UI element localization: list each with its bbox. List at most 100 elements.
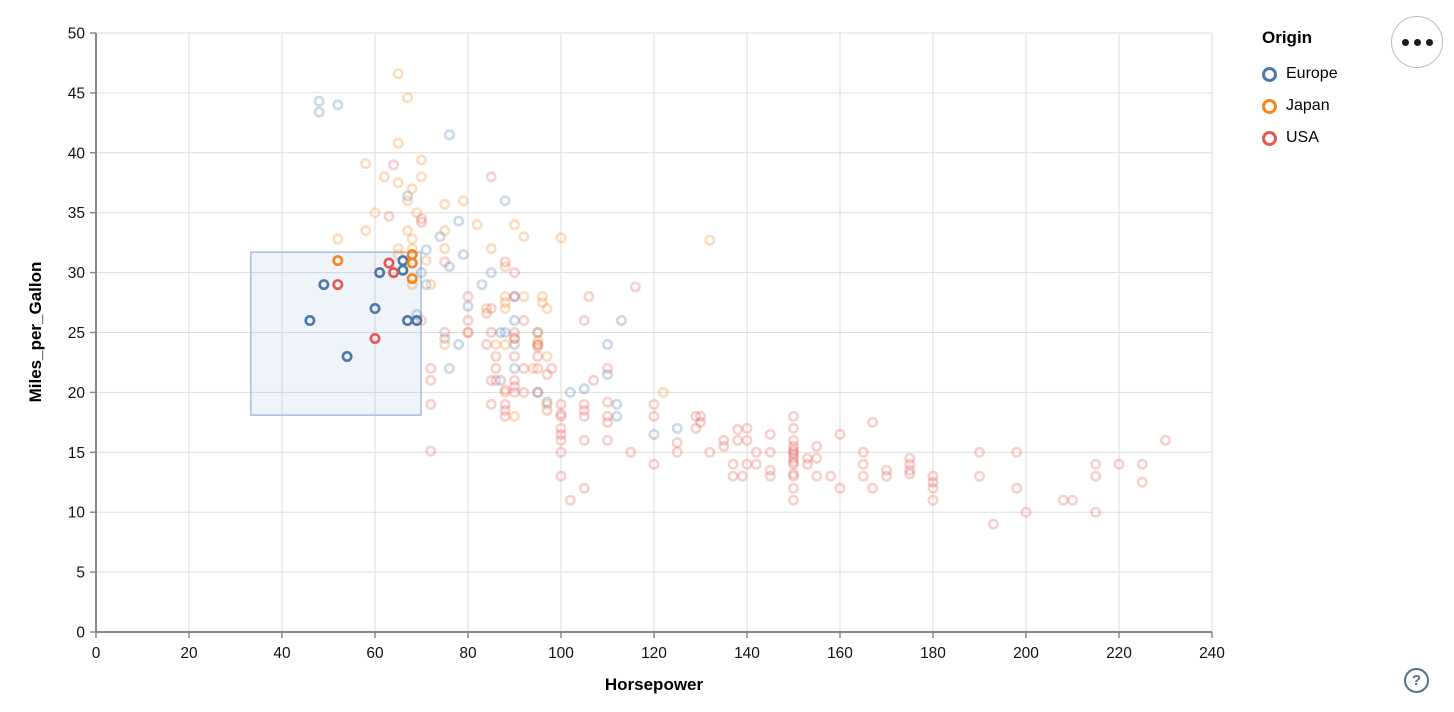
point-usa[interactable]: [736, 470, 748, 482]
point-usa[interactable]: [764, 428, 776, 440]
point-usa[interactable]: [578, 482, 590, 494]
point-europe[interactable]: [443, 129, 455, 141]
point-usa[interactable]: [485, 374, 497, 386]
point-usa[interactable]: [541, 368, 553, 380]
point-usa[interactable]: [485, 171, 497, 183]
legend-item-japan[interactable]: Japan: [1262, 90, 1338, 122]
point-europe[interactable]: [671, 422, 683, 434]
point-europe[interactable]: [313, 106, 325, 118]
point-japan[interactable]: [402, 225, 414, 237]
point-usa[interactable]: [578, 434, 590, 446]
point-japan[interactable]: [499, 386, 511, 398]
point-japan[interactable]: [425, 279, 437, 291]
point-usa[interactable]: [1113, 458, 1125, 470]
point-europe[interactable]: [457, 249, 469, 261]
point-usa[interactable]: [787, 456, 799, 468]
point-usa[interactable]: [629, 281, 641, 293]
point-usa[interactable]: [625, 446, 637, 458]
point-usa[interactable]: [787, 410, 799, 422]
point-usa[interactable]: [787, 444, 799, 456]
point-japan[interactable]: [402, 92, 414, 104]
point-japan[interactable]: [392, 243, 404, 255]
point-usa[interactable]: [764, 446, 776, 458]
point-usa[interactable]: [601, 362, 613, 374]
point-usa[interactable]: [601, 396, 613, 408]
point-europe[interactable]: [332, 99, 344, 111]
point-usa[interactable]: [704, 446, 716, 458]
point-usa[interactable]: [518, 362, 530, 374]
point-europe[interactable]: [508, 338, 520, 350]
point-usa[interactable]: [555, 422, 567, 434]
point-japan[interactable]: [406, 279, 418, 291]
point-europe[interactable]: [499, 195, 511, 207]
point-japan[interactable]: [360, 158, 372, 170]
point-usa[interactable]: [490, 374, 502, 386]
point-usa[interactable]: [462, 326, 474, 338]
point-usa[interactable]: [588, 374, 600, 386]
point-europe[interactable]: [453, 338, 465, 350]
point-usa[interactable]: [811, 452, 823, 464]
point-usa[interactable]: [671, 446, 683, 458]
selected-point-europe[interactable]: [304, 315, 316, 327]
point-usa[interactable]: [880, 464, 892, 476]
point-japan[interactable]: [332, 233, 344, 245]
legend-item-europe[interactable]: Europe: [1262, 58, 1338, 90]
point-usa[interactable]: [750, 458, 762, 470]
point-japan[interactable]: [541, 398, 553, 410]
point-usa[interactable]: [578, 404, 590, 416]
point-europe[interactable]: [420, 279, 432, 291]
selected-point-usa[interactable]: [369, 332, 381, 344]
point-japan[interactable]: [536, 297, 548, 309]
help-icon[interactable]: ?: [1404, 668, 1429, 693]
point-usa[interactable]: [1057, 494, 1069, 506]
point-usa[interactable]: [694, 410, 706, 422]
point-usa[interactable]: [880, 470, 892, 482]
point-japan[interactable]: [541, 303, 553, 315]
point-europe[interactable]: [508, 315, 520, 327]
point-usa[interactable]: [1090, 470, 1102, 482]
point-usa[interactable]: [499, 384, 511, 396]
point-europe[interactable]: [611, 410, 623, 422]
point-usa[interactable]: [555, 470, 567, 482]
point-usa[interactable]: [518, 315, 530, 327]
point-usa[interactable]: [904, 468, 916, 480]
point-japan[interactable]: [532, 326, 544, 338]
point-japan[interactable]: [508, 332, 520, 344]
point-usa[interactable]: [415, 216, 427, 228]
point-japan[interactable]: [657, 386, 669, 398]
point-usa[interactable]: [927, 470, 939, 482]
point-usa[interactable]: [425, 362, 437, 374]
point-usa[interactable]: [1090, 506, 1102, 518]
point-usa[interactable]: [532, 338, 544, 350]
point-europe[interactable]: [485, 267, 497, 279]
point-usa[interactable]: [490, 362, 502, 374]
point-usa[interactable]: [532, 350, 544, 362]
point-japan[interactable]: [499, 297, 511, 309]
point-japan[interactable]: [439, 198, 451, 210]
point-usa[interactable]: [718, 440, 730, 452]
point-japan[interactable]: [360, 225, 372, 237]
selected-point-europe[interactable]: [341, 350, 353, 362]
point-usa[interactable]: [546, 362, 558, 374]
point-japan[interactable]: [439, 338, 451, 350]
point-japan[interactable]: [532, 338, 544, 350]
point-usa[interactable]: [1136, 476, 1148, 488]
point-usa[interactable]: [904, 458, 916, 470]
point-europe[interactable]: [434, 231, 446, 243]
point-europe[interactable]: [495, 374, 507, 386]
point-japan[interactable]: [378, 171, 390, 183]
point-usa[interactable]: [787, 470, 799, 482]
point-usa[interactable]: [648, 458, 660, 470]
selected-point-europe[interactable]: [411, 315, 423, 327]
point-japan[interactable]: [462, 326, 474, 338]
point-usa[interactable]: [927, 482, 939, 494]
point-japan[interactable]: [392, 68, 404, 80]
point-japan[interactable]: [499, 291, 511, 303]
point-usa[interactable]: [425, 398, 437, 410]
point-usa[interactable]: [787, 449, 799, 461]
point-usa[interactable]: [741, 434, 753, 446]
point-europe[interactable]: [499, 326, 511, 338]
point-usa[interactable]: [518, 386, 530, 398]
point-usa[interactable]: [787, 458, 799, 470]
point-usa[interactable]: [811, 440, 823, 452]
